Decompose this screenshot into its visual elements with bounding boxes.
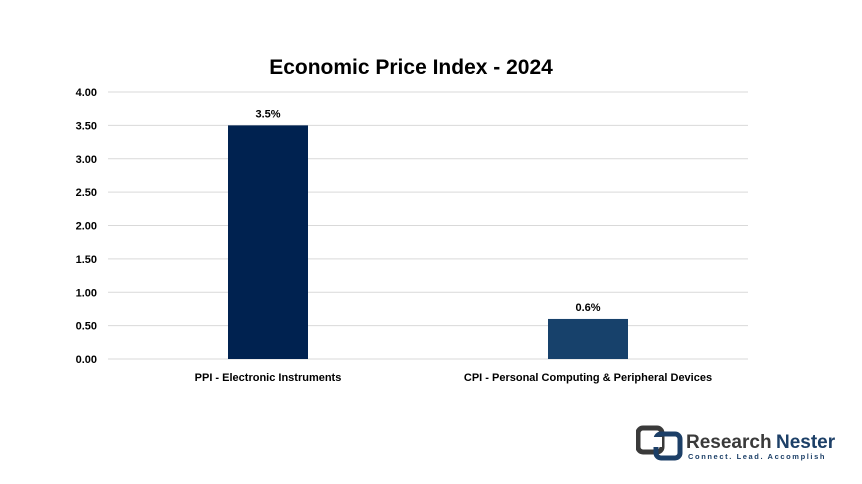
y-tick-label: 3.50: [76, 120, 97, 132]
y-tick-label: 4.00: [76, 87, 97, 99]
bars: [228, 125, 628, 359]
y-tick-label: 0.50: [76, 321, 97, 333]
x-category-label: PPI - Electronic Instruments: [195, 372, 342, 384]
logo-name-part2: Nester: [776, 432, 836, 453]
research-nester-logo: Research Nester Connect. Lead. Accomplis…: [636, 425, 836, 461]
logo-mark-icon: [636, 425, 683, 461]
bar-data-label: 3.5%: [255, 108, 280, 120]
x-axis-categories: PPI - Electronic Instruments CPI - Person…: [195, 372, 712, 384]
bar-data-label: 0.6%: [575, 302, 600, 314]
logo-name-part1: Research: [686, 432, 772, 453]
gridlines: [108, 91, 748, 360]
y-tick-label: 2.00: [76, 221, 97, 233]
data-labels: 3.5% 0.6%: [255, 108, 600, 314]
y-tick-label: 2.50: [76, 187, 97, 199]
y-tick-label: 1.00: [76, 287, 97, 299]
bar: [228, 125, 308, 359]
chart-title: Economic Price Index - 2024: [269, 56, 553, 79]
bar: [548, 318, 628, 359]
y-axis-ticks: 0.00 0.50 1.00 1.50 2.00 2.50 3.00 3.50 4.00: [76, 87, 97, 366]
y-tick-label: 0.00: [76, 354, 97, 366]
logo-tagline: Connect. Lead. Accomplish: [688, 452, 826, 461]
x-category-label: CPI - Personal Computing & Peripheral De…: [464, 372, 712, 384]
y-tick-label: 3.00: [76, 154, 97, 166]
y-tick-label: 1.50: [76, 254, 97, 266]
